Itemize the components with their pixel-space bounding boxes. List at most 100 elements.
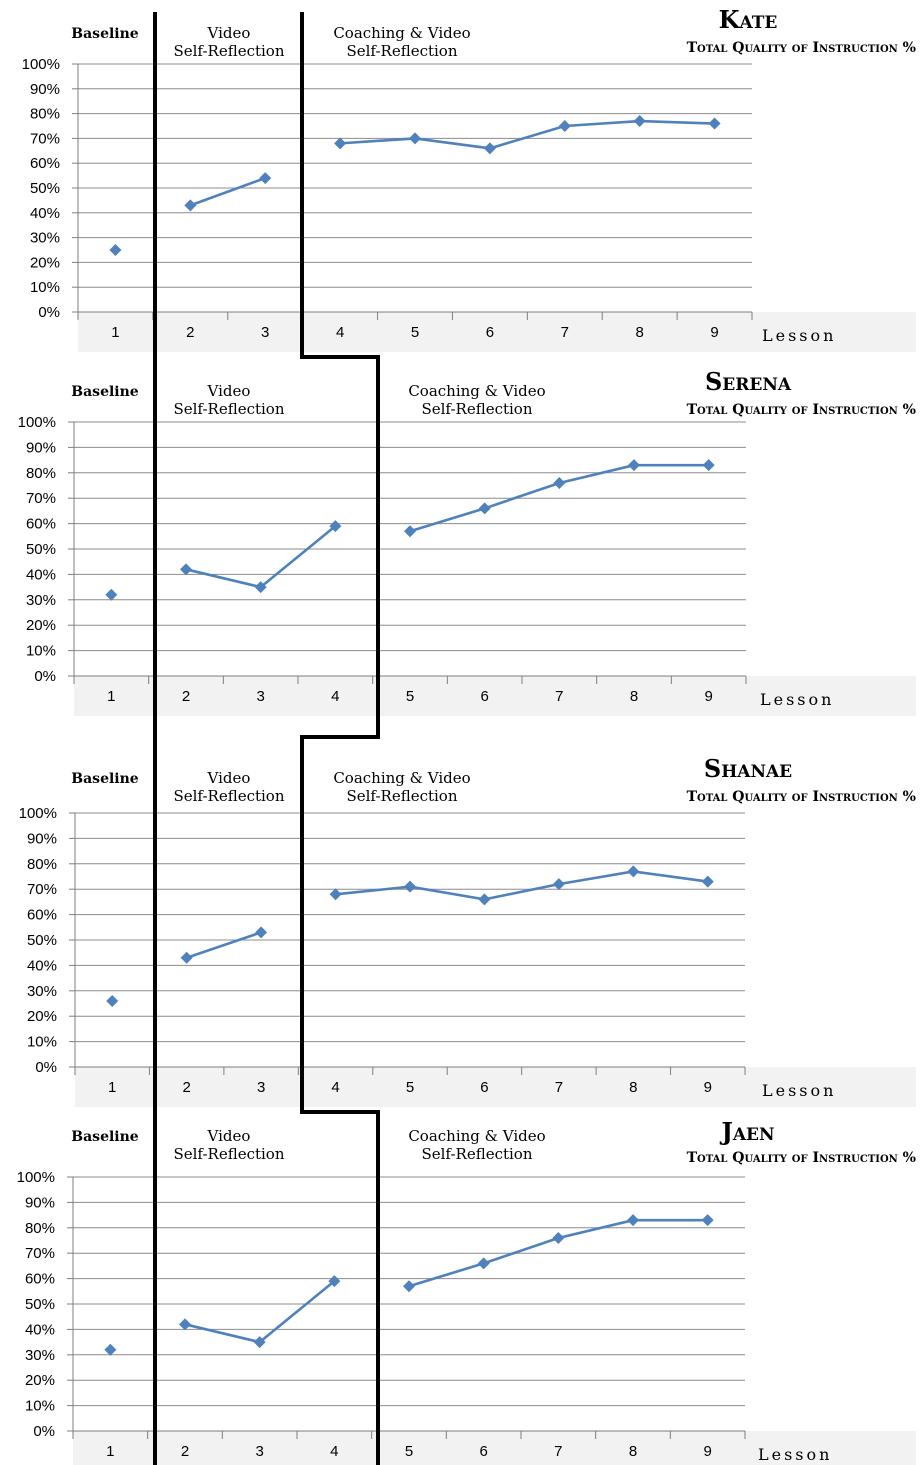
x-tick-label: 8 [629,1079,637,1096]
phase-label: Baseline [71,384,139,400]
data-point [409,132,421,145]
y-tick-label: 10% [25,1398,55,1415]
x-tick-label: 8 [629,1443,637,1460]
y-tick-label: 80% [25,1220,55,1237]
phase-label: Video [207,382,251,400]
x-tick-label: 9 [703,1443,711,1460]
data-point [254,581,267,594]
data-point [403,1280,415,1293]
x-tick-label: 7 [561,324,569,341]
phase-change-lines [153,12,380,1465]
phase-label: Video [207,24,251,42]
data-point [253,1336,266,1349]
y-tick-label: 40% [26,566,56,583]
y-tick-label: 70% [26,490,56,507]
x-tick-label: 1 [111,324,119,341]
x-tick-label: 3 [261,324,269,341]
x-tick-label: 8 [635,324,643,341]
phase-label: Coaching & Video [333,769,470,787]
y-tick-label: 50% [26,541,56,558]
y-tick-label: 0% [38,304,60,321]
y-tick-label: 100% [22,56,60,73]
chart-subtitle: Total Quality of Instruction % [687,40,916,56]
phase-change-line [300,12,380,1465]
y-tick-label: 100% [19,805,57,822]
chart-title: Shanae [704,754,792,783]
phase-label: Coaching & Video [408,1127,545,1145]
x-tick-label: 2 [182,688,190,705]
data-point [552,878,565,891]
x-tick-label: 9 [710,324,718,341]
y-tick-label: 30% [25,1347,55,1364]
phase-label: Self-Reflection [173,1145,284,1163]
chart-panel: 0% 10% 20% 30% 40% 50% 60% 70% 80% 90% 100% 1 2 3 4 5 6 7… [18,367,916,716]
series-line [189,176,266,207]
x-tick-label: 7 [555,688,563,705]
x-tick-label: 4 [330,1443,338,1460]
data-point [184,199,197,212]
y-tick-label: 20% [27,1008,57,1025]
x-axis-strip [78,312,916,352]
x-tick-label: 3 [256,688,264,705]
chart-subtitle: Total Quality of Instruction % [687,1150,916,1166]
y-tick-label: 30% [30,230,60,247]
data-point [180,563,192,576]
phase-label: Self-Reflection [173,42,284,60]
y-tick-label: 30% [27,983,57,1000]
y-tick-label: 20% [26,617,56,634]
data-point [627,1214,639,1227]
chart-panel: 0% 10% 20% 30% 40% 50% 60% 70% 80% 90% 100% 1 2 3 4 5 6 7… [22,5,916,352]
series-line [340,119,715,150]
x-tick-label: 3 [255,1443,263,1460]
y-tick-label: 50% [25,1296,55,1313]
x-tick-label: 9 [704,688,712,705]
x-tick-label: 1 [108,1079,116,1096]
phase-label: Self-Reflection [346,787,457,805]
phase-label: Coaching & Video [408,382,545,400]
x-axis-strip [75,1067,916,1107]
chart-panel: 0% 10% 20% 30% 40% 50% 60% 70% 80% 90% 100% 1 2 3 4 5 6 7… [17,1117,916,1465]
data-point [483,142,496,155]
y-tick-label: 0% [33,1423,55,1440]
y-tick-label: 60% [30,155,60,172]
x-tick-label: 7 [554,1443,562,1460]
y-tick-label: 40% [30,205,60,222]
x-axis-label: Lesson [758,1445,832,1464]
phase-label: Self-Reflection [421,400,532,418]
chart-title: Jaen [719,1117,774,1146]
y-tick-label: 40% [27,957,57,974]
x-axis-label: Lesson [762,326,836,345]
data-point [708,117,721,130]
x-tick-label: 1 [106,1443,114,1460]
x-tick-label: 8 [630,688,638,705]
x-tick-label: 5 [405,1443,413,1460]
phase-label: Baseline [71,26,139,42]
data-point [701,1214,714,1227]
series-line [184,1280,336,1344]
data-point [255,926,268,939]
data-point [702,459,715,472]
chart-subtitle: Total Quality of Instruction % [687,402,916,418]
y-tick-label: 70% [30,130,60,147]
data-point [628,459,640,472]
y-tick-label: 40% [25,1321,55,1338]
phase-label: Video [207,1127,251,1145]
phase-label: Baseline [71,1129,139,1145]
y-tick-label: 80% [26,465,56,482]
phase-label: Baseline [71,771,139,787]
y-tick-label: 10% [27,1034,57,1051]
data-point [104,1343,117,1356]
x-tick-label: 6 [479,1443,487,1460]
x-tick-label: 5 [406,1079,414,1096]
x-tick-label: 4 [331,688,339,705]
y-tick-label: 50% [30,180,60,197]
series-line [335,870,708,901]
series-line [186,931,262,960]
data-point [259,172,272,185]
data-point [328,1275,341,1288]
x-tick-label: 4 [331,1079,339,1096]
phase-label: Video [207,769,251,787]
phase-label: Coaching & Video [333,24,470,42]
y-tick-label: 0% [35,1059,57,1076]
